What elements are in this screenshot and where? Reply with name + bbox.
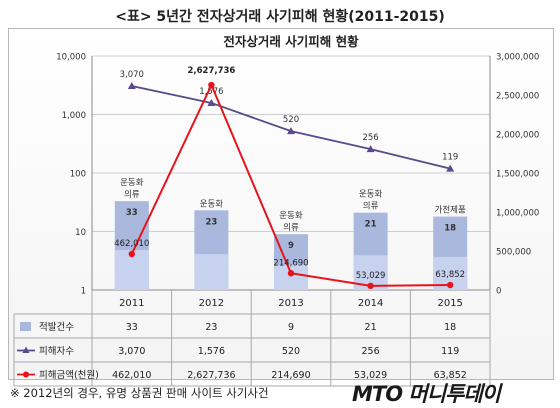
legend-marker [22,346,30,353]
table-row-label: 피해자수 [39,345,74,357]
y-right-tick-label: 3,000,000 [496,53,539,63]
y-left-tick-label: 10,000 [56,53,86,63]
bar-annotation: 의류 [363,201,379,212]
damage-point [128,250,135,258]
bar-annotation: 가전제품 [435,205,466,216]
table-cell: 63,852 [434,370,467,381]
footnote: ※ 2012년의 경우, 유명 상품권 판매 사이트 사기사건 [10,386,269,400]
bar-data-label: 23 [205,217,217,227]
brand-logo: MTO 머니투데이 [352,382,501,406]
table-cell: 2,627,736 [187,370,235,381]
y-right-tick-label: 1,000,000 [496,209,539,219]
damage-data-label: 462,010 [114,239,149,249]
table-cell: 256 [362,346,380,357]
damage-point [367,282,374,290]
victims-data-label: 520 [283,115,299,125]
bar-annotation: 운동화 [120,178,144,188]
damage-data-label: 214,690 [273,258,308,268]
y-left-tick-label: 100 [70,170,86,180]
table-cell: 33 [126,322,138,333]
bar-annotation: 운동화 [279,211,303,221]
bar-highlight [274,264,308,290]
table-cell: 1,576 [198,346,225,357]
victims-point [366,145,375,153]
victims-point [207,98,216,106]
y-right-tick-label: 2,000,000 [496,131,539,141]
table-cell: 214,690 [271,370,310,381]
bar-annotation: 운동화 [359,190,383,200]
x-tick-label: 2014 [358,298,383,309]
table-cell: 21 [365,322,377,333]
damage-point [447,281,454,289]
page-title: <표> 5년간 전자상거래 사기피해 현황(2011-2015) [115,9,445,25]
table-cell: 3,070 [118,346,145,357]
chart-title: 전자상거래 사기피해 현황 [223,34,359,49]
table-cell: 119 [441,346,459,357]
table-cell: 53,029 [354,370,387,381]
table-cell: 462,010 [112,370,151,381]
y-right-tick-label: 1,500,000 [496,170,539,180]
victims-point [446,164,455,172]
bar-data-label: 33 [126,208,138,218]
victims-point [127,82,136,90]
legend-marker [23,371,29,378]
bar-data-label: 21 [365,220,377,230]
damage-point [287,270,295,277]
y-right-tick-label: 0 [496,287,501,297]
table-cell: 9 [288,322,294,333]
y-right-tick-label: 2,500,000 [496,92,539,102]
chart-panel [8,28,554,380]
x-tick-label: 2013 [278,298,303,309]
table-cell: 23 [205,322,217,333]
bar-data-label: 18 [444,224,456,234]
victims-data-label: 3,070 [120,70,144,80]
y-left-tick-label: 10 [75,228,86,238]
victims-data-label: 119 [442,153,458,163]
y-left-tick-label: 1,000 [62,111,86,121]
table-row-label: 피해금액(천원) [39,369,99,381]
table-cell: 520 [282,346,300,357]
y-left-tick-label: 1 [81,287,86,297]
damage-data-label: 53,029 [356,271,386,281]
damage-data-label: 63,852 [435,270,465,280]
x-tick-label: 2012 [199,298,224,309]
x-tick-label: 2011 [119,298,144,309]
x-tick-label: 2015 [437,298,462,309]
bar-data-label: 9 [288,241,294,251]
bar-highlight [194,254,229,290]
bar-annotation: 의류 [283,222,299,233]
bar-annotation: 의류 [124,189,140,200]
victims-point [287,127,295,135]
y-right-tick-label: 500,000 [496,248,531,258]
legend-key [20,322,31,331]
damage-point [208,81,215,89]
victims-data-label: 256 [362,133,378,143]
damage-data-label: 2,627,736 [187,66,235,76]
victims-data-label: 1,576 [199,87,223,97]
table-row-label: 적발건수 [39,321,74,333]
bar-annotation: 운동화 [200,199,224,209]
table-cell: 18 [444,322,456,333]
